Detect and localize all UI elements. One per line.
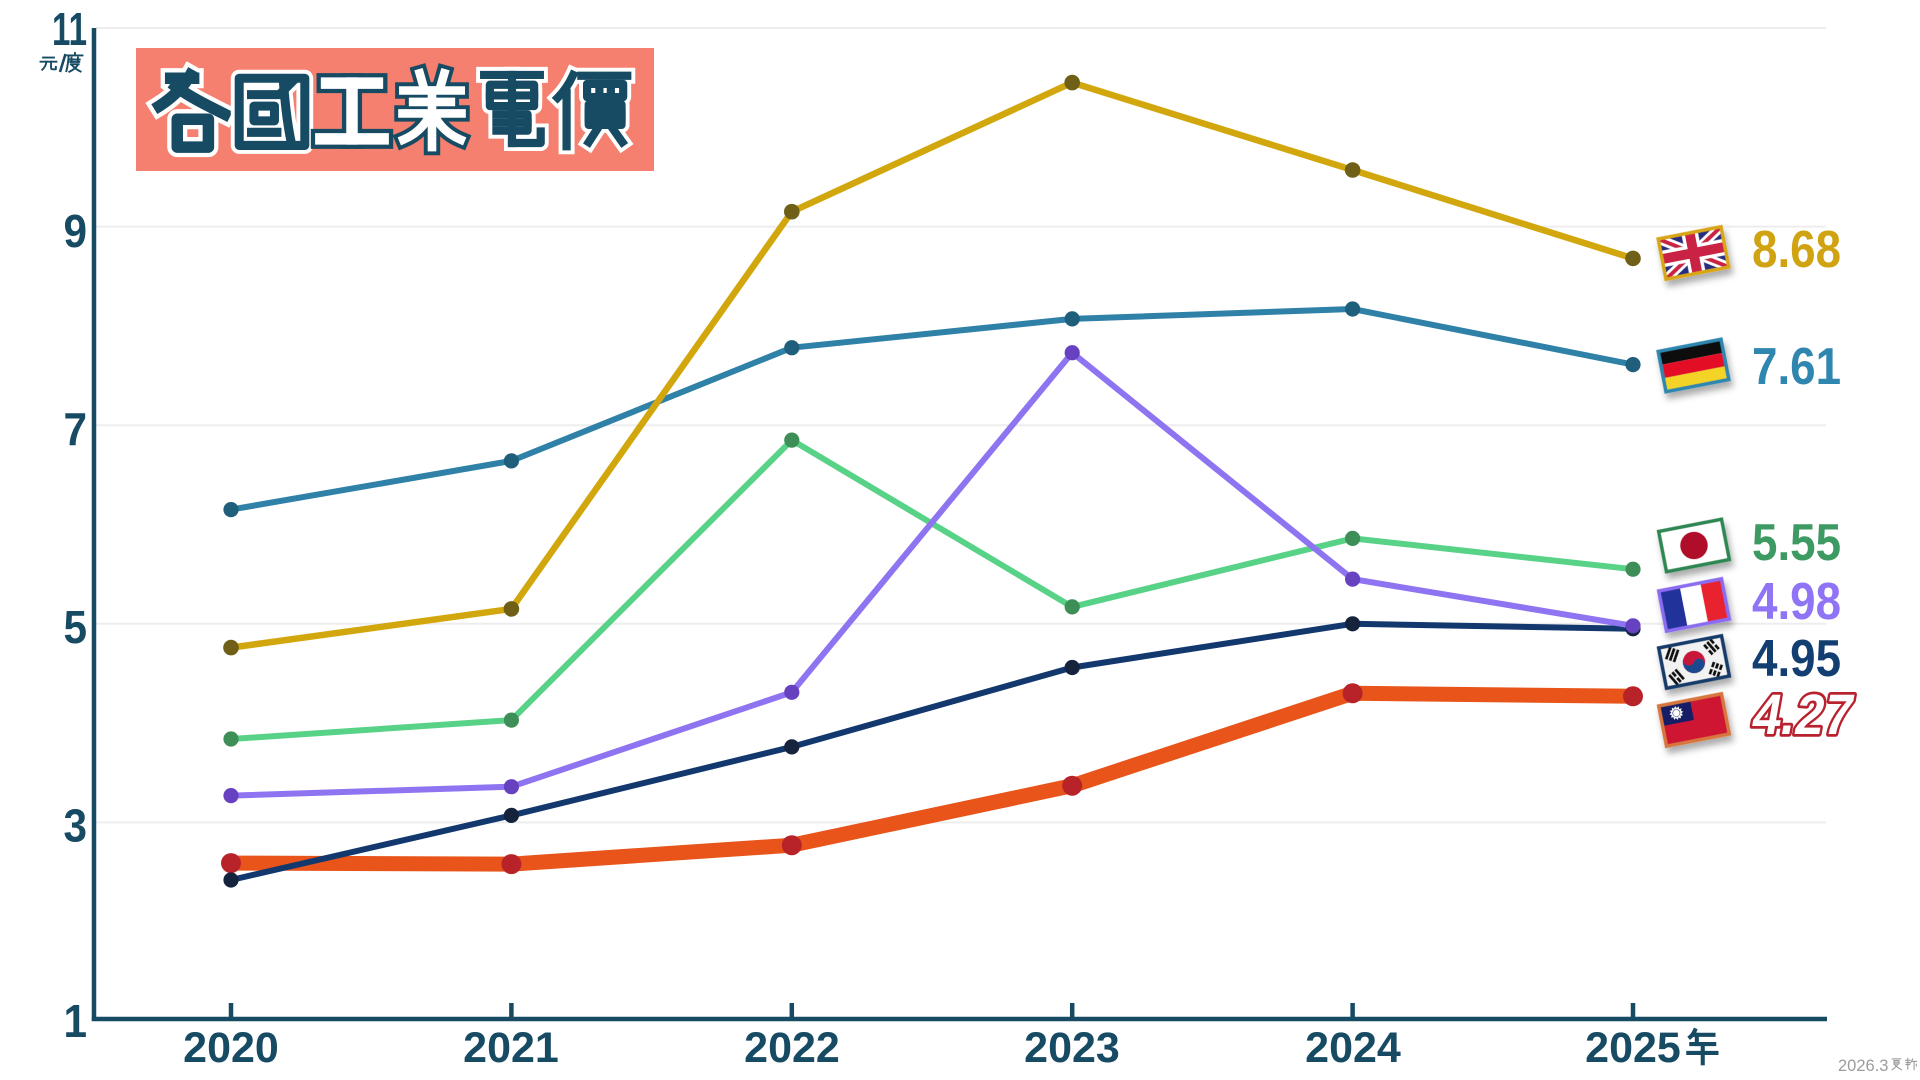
svg-text:9: 9 (63, 206, 87, 257)
svg-text:2024: 2024 (1305, 1024, 1401, 1072)
svg-text:2026.3: 2026.3 (1838, 1057, 1888, 1075)
svg-text:4.27: 4.27 (1748, 682, 1859, 747)
svg-text:11: 11 (52, 5, 87, 55)
svg-text:2020: 2020 (183, 1024, 279, 1072)
svg-text:2022: 2022 (744, 1024, 840, 1072)
svg-text:1: 1 (63, 996, 87, 1047)
svg-text:8.68: 8.68 (1752, 221, 1841, 278)
svg-text:5.55: 5.55 (1752, 514, 1841, 571)
svg-text:2021: 2021 (463, 1024, 559, 1072)
svg-text:7.61: 7.61 (1752, 338, 1841, 395)
svg-text:2023: 2023 (1024, 1024, 1120, 1072)
svg-text:2025: 2025 (1585, 1024, 1681, 1072)
svg-text:7: 7 (63, 404, 87, 455)
svg-text:4.95: 4.95 (1752, 630, 1841, 687)
svg-text:4.98: 4.98 (1752, 573, 1841, 630)
svg-text:5: 5 (63, 602, 87, 653)
svg-text:3: 3 (63, 801, 87, 852)
